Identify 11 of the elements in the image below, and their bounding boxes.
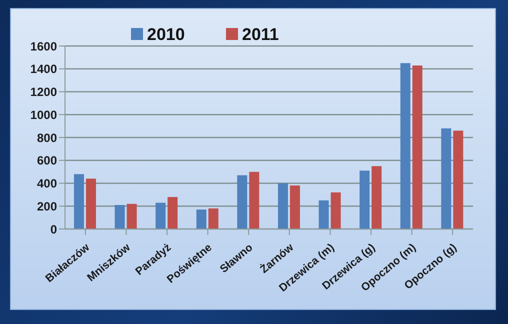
y-tick-label: 1400 [30,62,58,76]
y-tick-label: 600 [36,154,58,168]
y-tick-label: 1200 [30,85,58,100]
y-tick-label: 1000 [30,108,58,122]
y-tick-label: 0 [50,222,58,236]
y-tick-label: 200 [36,199,58,214]
legend-label: 2010 [147,25,185,44]
y-tick-label: 1600 [30,39,58,54]
legend-label: 2011 [242,25,279,44]
y-tick-label: 800 [36,130,58,145]
y-tick-label: 400 [36,176,58,191]
